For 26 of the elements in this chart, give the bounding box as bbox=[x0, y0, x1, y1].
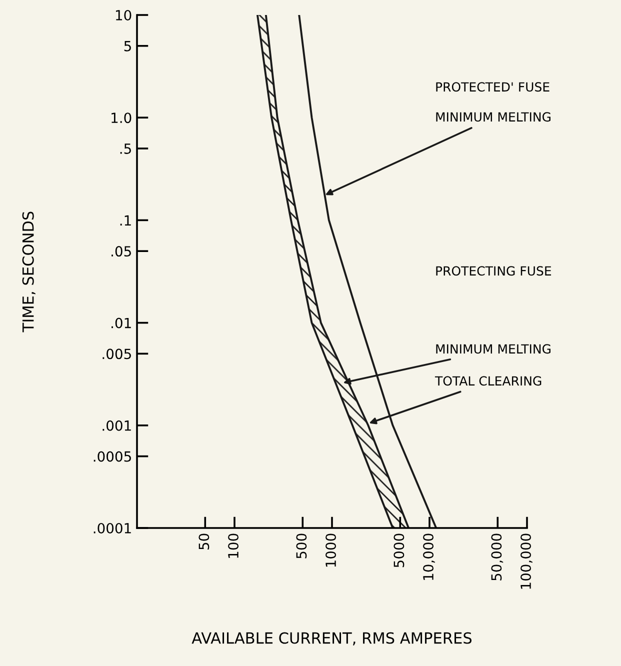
annotation: TOTAL CLEARING bbox=[434, 376, 542, 386]
y-tick-label: .0001 bbox=[94, 522, 131, 534]
x-tick-label: 100,000 bbox=[520, 534, 532, 589]
y-tick-label: .001 bbox=[102, 420, 131, 431]
x-tick-label: 500 bbox=[296, 534, 307, 558]
y-tick-label: 5 bbox=[124, 41, 131, 52]
y-tick-label: .01 bbox=[112, 318, 131, 328]
x-tick-label: 1000 bbox=[326, 534, 336, 567]
x-tick-label: 100 bbox=[228, 534, 239, 558]
y-axis-title: TIME, SECONDS bbox=[22, 212, 36, 332]
annotation: MINIMUM MELTING bbox=[436, 344, 550, 354]
y-tick-label: .005 bbox=[102, 348, 131, 360]
x-axis-title: AVAILABLE CURRENT, RMS AMPERES bbox=[192, 632, 472, 646]
y-tick-label: .1 bbox=[120, 215, 131, 226]
annotation: MINIMUM MELTING bbox=[436, 112, 550, 122]
x-tick-label: 50,000 bbox=[491, 534, 504, 580]
y-tick-label: .05 bbox=[112, 246, 131, 257]
x-tick-label: 10,000 bbox=[423, 534, 435, 580]
y-tick-label: 10 bbox=[116, 10, 132, 20]
x-tick-label: 50 bbox=[198, 534, 210, 550]
x-tick-label: 5000 bbox=[394, 534, 404, 568]
y-tick-label: .0005 bbox=[94, 451, 131, 462]
annotation: PROTECTED' FUSE bbox=[436, 82, 550, 92]
y-tick-label: 1.0 bbox=[112, 112, 132, 124]
y-tick-label: .5 bbox=[120, 144, 131, 154]
annotation: PROTECTING FUSE bbox=[436, 266, 552, 276]
